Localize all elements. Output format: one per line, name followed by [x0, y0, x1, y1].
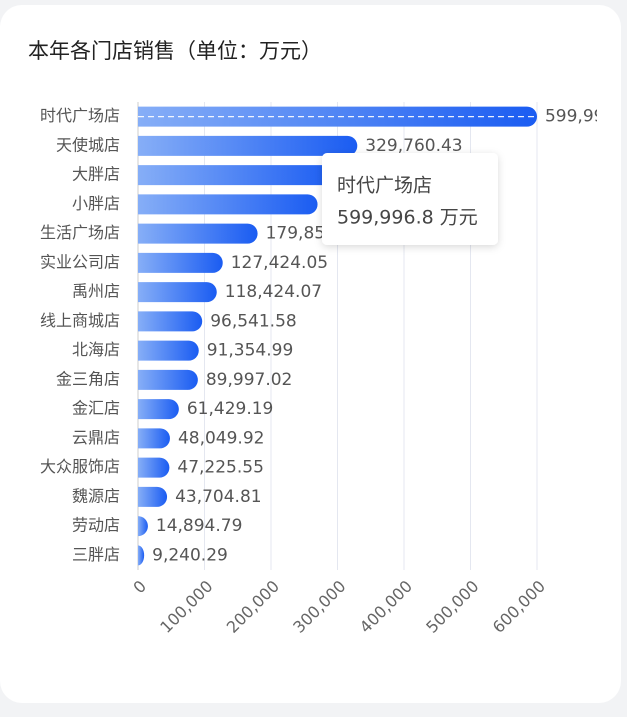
data-label: 91,354.99	[207, 341, 294, 361]
bar	[138, 194, 318, 215]
bar	[138, 223, 258, 244]
y-tick-label: 三胖店	[72, 545, 120, 564]
bar	[138, 516, 148, 537]
y-tick-label: 禹州店	[72, 282, 120, 301]
data-label: 118,424.07	[225, 282, 322, 302]
data-label: 599,996.80	[545, 107, 627, 127]
bar	[138, 252, 223, 273]
bar	[138, 106, 537, 127]
y-tick-label: 北海店	[72, 340, 120, 359]
data-label: 43,704.81	[175, 487, 262, 507]
tooltip-value: 599,996.8 万元	[337, 207, 478, 229]
data-label: 329,760.43	[365, 136, 462, 156]
chart-title: 本年各门店销售（单位：万元）	[28, 39, 322, 63]
bar	[138, 399, 179, 420]
y-tick-label: 时代广场店	[40, 106, 120, 125]
tooltip-title: 时代广场店	[337, 175, 432, 197]
y-tick-label: 金汇店	[72, 399, 120, 418]
bar	[138, 135, 358, 156]
bar	[138, 486, 168, 507]
y-tick-label: 小胖店	[72, 194, 120, 213]
bar	[138, 457, 170, 478]
y-tick-label: 劳动店	[72, 516, 120, 535]
y-tick-label: 天使城店	[56, 135, 120, 154]
data-label: 89,997.02	[206, 370, 293, 390]
y-tick-label: 生活广场店	[40, 223, 120, 242]
y-tick-label: 线上商城店	[40, 311, 120, 330]
data-label: 14,894.79	[156, 516, 243, 536]
bar	[138, 428, 170, 449]
bar	[138, 340, 199, 361]
data-label: 61,429.19	[187, 399, 274, 419]
y-tick-label: 云鼎店	[72, 428, 120, 447]
data-label: 96,541.58	[210, 311, 297, 331]
bar	[138, 545, 145, 566]
data-label: 9,240.29	[152, 545, 228, 565]
tooltip	[322, 153, 498, 245]
data-label: 127,424.05	[231, 253, 328, 273]
bar	[138, 165, 338, 186]
bar	[138, 282, 217, 303]
bar	[138, 369, 198, 390]
y-tick-label: 大众服饰店	[40, 457, 120, 476]
y-tick-label: 实业公司店	[40, 252, 120, 271]
y-tick-label: 金三角店	[56, 369, 120, 388]
data-label: 48,049.92	[178, 428, 265, 448]
y-tick-label: 大胖店	[72, 165, 120, 184]
bar	[138, 311, 203, 332]
data-label: 47,225.55	[177, 458, 264, 478]
y-tick-label: 魏源店	[72, 486, 120, 505]
